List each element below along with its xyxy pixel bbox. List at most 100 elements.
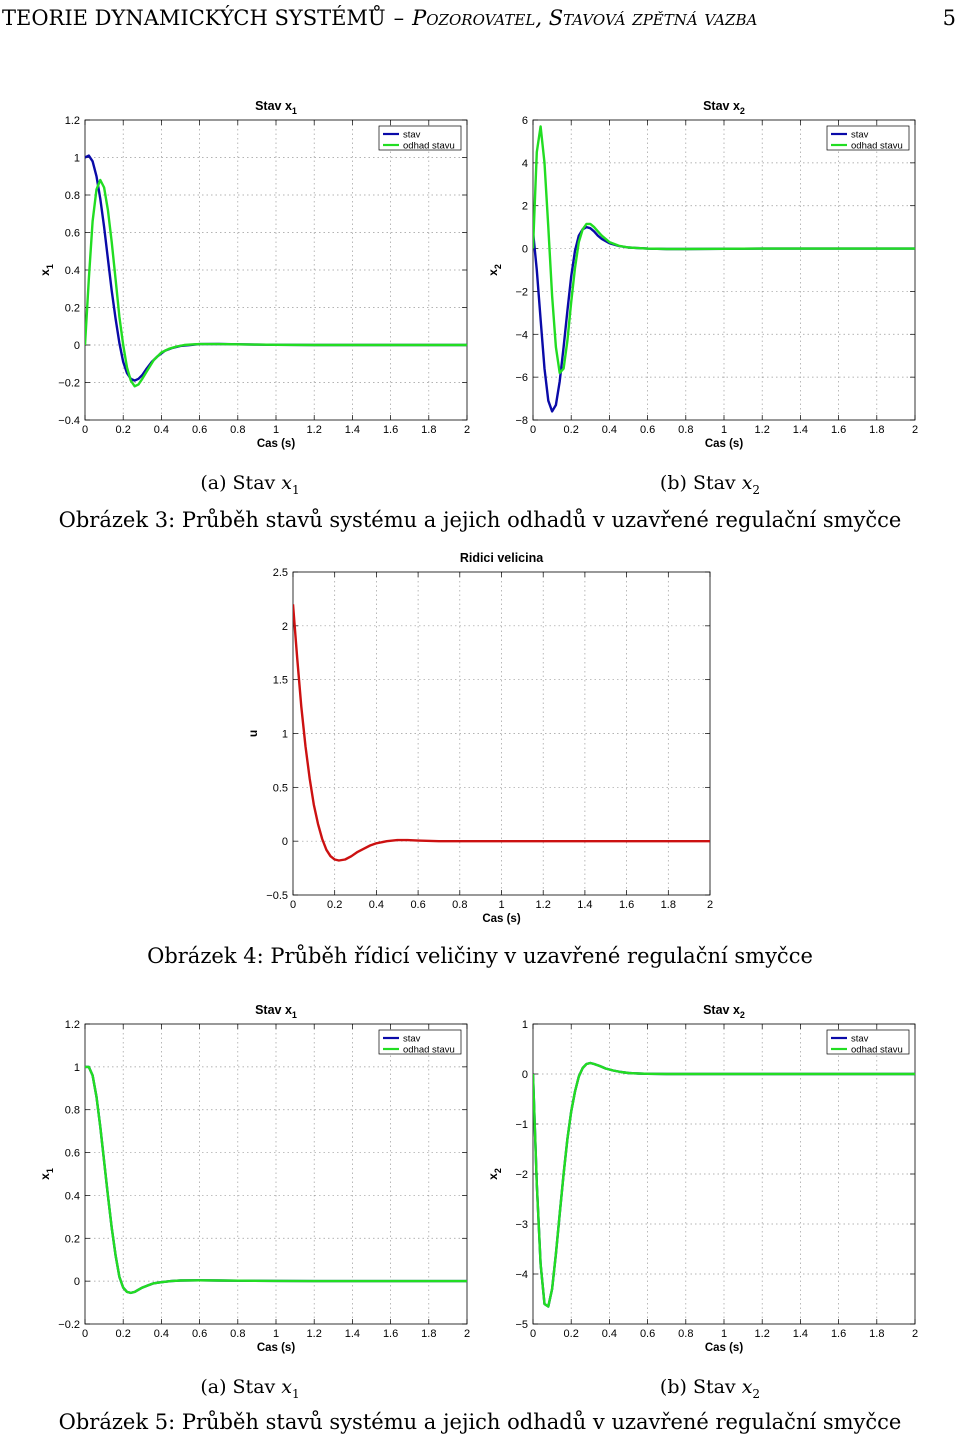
y-tick-label: 0.8 [65,1105,80,1117]
chart-title: Stav x2 [703,99,745,116]
x-tick-label: 0.6 [640,1328,655,1340]
y-tick-label: 0 [282,836,288,848]
fig4-svg: 0 0.2 0.4 0.6 0.8 1 1.2 1.4 1.6 1.8 2−0.500.511.52… [246,551,713,925]
series-line-2 [533,125,915,375]
x-tick-label: 0.4 [602,424,617,436]
y-axis-label-main: x [38,1173,52,1180]
page-number: 5 [942,6,956,30]
x-tick-label: 0.6 [192,1328,207,1340]
y-axis-label-main: u [246,730,260,737]
x-tick-label: 0 [530,1328,536,1340]
x-tick-label: 1.4 [577,899,592,911]
series-line-1 [533,1061,915,1308]
y-tick-label: −3 [515,1219,528,1231]
fig5a-svg: 0 0.2 0.4 0.6 0.8 1 1.2 1.4 1.6 1.8 2−0.200.20.40.… [38,1003,470,1354]
x-tick-label: 1.4 [345,424,360,436]
y-tick-label: 0.4 [65,265,80,277]
header-separator: – [393,6,405,30]
y-axis-label-sub: 1 [45,1168,55,1173]
chart-title-main: Stav x [703,1003,740,1017]
subcaption-var: x [281,1376,293,1398]
x-axis-label: Cas (s) [257,1342,296,1354]
x-tick-label: 1.4 [793,424,808,436]
y-tick-label: 0.2 [65,1233,80,1245]
x-axis-label: Cas (s) [257,438,296,450]
x-axis-label: Cas (s) [705,438,744,450]
fig3a-svg: 0 0.2 0.4 0.6 0.8 1 1.2 1.4 1.6 1.8 2 −0.4 −0.2 0 0.2 0… [38,99,470,450]
x-tick-label: 0.2 [116,1328,131,1340]
x-tick-label: 0 [82,424,88,436]
chart-title-main: Stav x [255,99,292,113]
y-axis-label-main: x [38,269,52,276]
y-tick-label: 4 [522,158,528,170]
legend-entry: stav [403,1034,421,1045]
y-axis-label-group: x2 [486,1168,503,1180]
chart-title-main: Ridici velicina [460,551,544,565]
y-tick-label: 1.2 [65,1019,80,1031]
x-tick-label: 1.6 [831,424,846,436]
y-tick-label: −0.5 [266,890,288,902]
y-tick-label: 2 [522,201,528,213]
y-tick-label: 0.2 [65,303,80,315]
x-tick-label: 1.6 [383,1328,398,1340]
legend-entry: stav [851,130,869,141]
y-tick-label: 1 [74,153,80,165]
y-tick-label: −5 [515,1319,528,1331]
subcaption-var: x [281,472,293,494]
x-tick-label: 2 [912,424,918,436]
x-tick-label: 1.2 [755,1328,770,1340]
figure-3b-subcaption: (b) Stav x2 [610,472,810,497]
chart-title-sub: 2 [740,1010,745,1020]
fig5b-svg: 0 0.2 0.4 0.6 0.8 1 1.2 1.4 1.6 1.8 2 −5 −4 −3 −2 −1 0 1 S… [486,1003,918,1354]
y-tick-label: −4 [515,329,528,341]
y-axis-label-group: x2 [486,264,503,276]
x-tick-label: 0 [290,899,296,911]
series-line-2 [85,178,467,388]
figure-5a-subcaption: (a) Stav x1 [150,1376,350,1401]
figure-3b-plot: 0 0.2 0.4 0.6 0.8 1 1.2 1.4 1.6 1.8 2 −8 −6 −4 −2 0 2 4 6 S… [478,92,923,454]
x-tick-label: 1.2 [307,1328,322,1340]
subcaption-var: x [741,472,753,494]
y-tick-label: 2.5 [273,567,288,579]
subcaption-sub: 2 [752,482,761,497]
x-axis-label: Cas (s) [482,913,521,925]
subcaption-sub: 1 [292,482,300,497]
chart-title: Stav x1 [255,99,297,116]
subcaption-sub: 1 [292,1386,300,1401]
y-axis-label-sub: 2 [493,264,503,269]
y-tick-label: −4 [515,1269,528,1281]
x-tick-label: 1.6 [619,899,634,911]
legend-entry: odhad stavu [403,1045,455,1056]
y-tick-label: 1 [282,729,288,741]
y-axis-label-main: x [486,1173,500,1180]
x-tick-label: 0.4 [369,899,384,911]
x-axis-label: Cas (s) [705,1342,744,1354]
chart-title-main: Stav x [255,1003,292,1017]
subcaption-prefix: (b) Stav [659,472,742,494]
y-tick-label: 1 [522,1019,528,1031]
y-tick-label: −1 [515,1119,528,1131]
legend-entry: odhad stavu [403,141,455,152]
x-tick-label: 0.4 [154,1328,169,1340]
y-tick-label: −6 [515,372,528,384]
x-tick-label: 0.2 [116,424,131,436]
x-tick-label: 1.6 [831,1328,846,1340]
x-tick-label: 1 [721,1328,727,1340]
y-tick-label: 0 [74,1276,80,1288]
y-axis-label: u [246,730,260,737]
x-tick-label: 0.6 [640,424,655,436]
x-tick-label: 0.8 [230,424,245,436]
figure-3a-plot: 0 0.2 0.4 0.6 0.8 1 1.2 1.4 1.6 1.8 2 −0.4 −0.2 0 0.2 0… [30,92,475,454]
y-tick-label: 0 [522,244,528,256]
chart-title-main: Stav x [703,99,740,113]
x-tick-label: 0.4 [602,1328,617,1340]
chart-title-sub: 2 [740,106,745,116]
chart-title-sub: 1 [292,106,297,116]
y-tick-label: 0.5 [273,782,288,794]
legend-entry: stav [851,1034,869,1045]
x-tick-label: 0.6 [410,899,425,911]
page-header: TEORIE DYNAMICKÝCH SYSTÉMŮ – Pozorovatel, … [0,4,960,36]
legend-entry: odhad stavu [851,141,903,152]
figure-3-caption: Obrázek 3: Průběh stavů systému a jejich… [58,508,902,532]
x-tick-label: 1 [273,424,279,436]
